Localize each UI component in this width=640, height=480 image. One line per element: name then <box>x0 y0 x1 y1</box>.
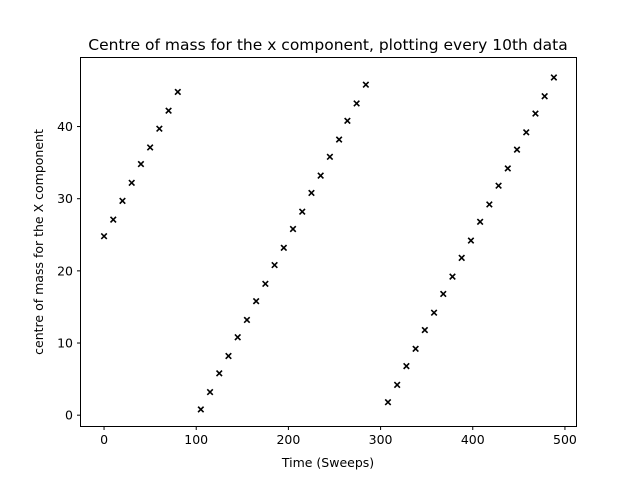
x-tick-label: 500 <box>553 432 577 447</box>
y-tick-label: 30 <box>57 191 73 206</box>
data-point <box>467 237 475 244</box>
data-point <box>289 225 297 233</box>
data-point <box>403 362 410 370</box>
data-point <box>495 182 502 190</box>
data-point <box>308 189 315 197</box>
data-point <box>234 333 242 341</box>
data-point <box>362 81 370 89</box>
y-tick-label: 20 <box>57 263 73 278</box>
y-tick-label: 0 <box>65 408 73 423</box>
data-point <box>412 345 419 353</box>
data-point <box>174 88 182 96</box>
chart-title: Centre of mass for the x component, plot… <box>88 36 567 54</box>
data-point <box>532 110 539 117</box>
data-point <box>206 388 214 396</box>
data-point <box>197 406 205 413</box>
x-axis: 0 100 200 300 400 500 <box>100 426 577 447</box>
data-point <box>522 128 530 136</box>
axes-frame <box>80 57 577 427</box>
data-point <box>146 144 154 151</box>
data-point <box>262 280 269 288</box>
data-point <box>156 125 163 133</box>
data-point <box>393 381 401 389</box>
data-point <box>100 232 108 240</box>
data-point <box>128 179 136 187</box>
data-point <box>384 398 392 406</box>
x-tick-label: 400 <box>461 432 485 447</box>
data-point <box>550 74 558 81</box>
data-point <box>541 92 548 100</box>
data-point <box>513 146 521 153</box>
data-point <box>252 297 260 305</box>
data-point <box>421 326 429 334</box>
data-point <box>458 254 466 262</box>
data-point <box>326 153 334 161</box>
x-tick-label: 200 <box>276 432 300 447</box>
data-point <box>165 107 172 115</box>
data-point <box>109 216 117 223</box>
data-point <box>353 100 360 107</box>
data-point <box>225 352 232 360</box>
x-tick-label: 0 <box>100 432 108 447</box>
data-point <box>298 208 306 216</box>
data-point <box>280 244 288 252</box>
data-point <box>476 218 484 226</box>
data-point <box>335 136 343 143</box>
y-tick-label: 10 <box>57 336 73 351</box>
data-point <box>215 369 223 377</box>
data-point <box>439 290 447 298</box>
data-point <box>271 261 278 269</box>
data-point <box>119 197 126 205</box>
data-point <box>486 201 493 208</box>
data-point <box>430 309 438 317</box>
x-tick-label: 300 <box>369 432 393 447</box>
data-point <box>449 273 456 280</box>
data-point <box>137 160 145 168</box>
y-axis: 0 10 20 30 40 <box>57 119 81 423</box>
data-point <box>344 117 351 125</box>
data-point <box>243 316 251 324</box>
data-point <box>504 165 512 172</box>
data-point <box>317 172 324 179</box>
x-axis-label: Time (Sweeps) <box>281 455 374 470</box>
y-tick-label: 40 <box>57 119 73 134</box>
x-tick-label: 100 <box>184 432 208 447</box>
plot-area <box>100 74 558 413</box>
y-axis-label: centre of mass for the X component <box>31 129 46 355</box>
